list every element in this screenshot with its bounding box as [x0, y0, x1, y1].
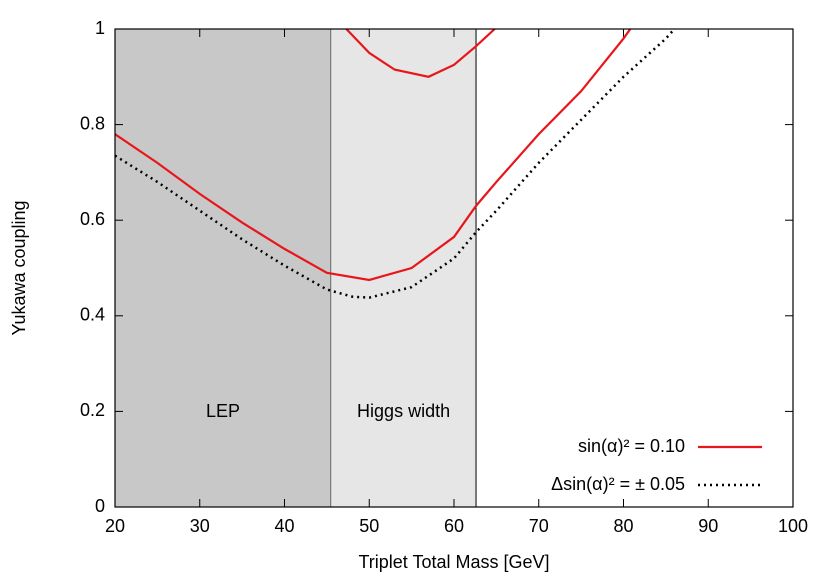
x-tick-label: 30: [190, 516, 210, 536]
y-tick-label: 0.8: [80, 113, 105, 133]
series-line: [115, 29, 676, 299]
x-tick-label: 40: [274, 516, 294, 536]
x-tick-label: 50: [359, 516, 379, 536]
y-axis-label: Yukawa coupling: [9, 200, 29, 335]
region: [115, 29, 332, 507]
y-tick-label: 1: [95, 18, 105, 38]
series-line: [115, 29, 632, 282]
y-tick-label: 0.2: [80, 400, 105, 420]
legend-label: Δsin(α)² = ± 0.05: [551, 474, 685, 494]
x-tick-label: 20: [105, 516, 125, 536]
y-tick-label: 0.6: [80, 209, 105, 229]
x-tick-label: 60: [444, 516, 464, 536]
region-label: Higgs width: [357, 401, 450, 421]
x-axis-label: Triplet Total Mass [GeV]: [358, 552, 549, 572]
x-tick-label: 100: [778, 516, 808, 536]
y-tick-label: 0.4: [80, 305, 105, 325]
x-tick-label: 80: [613, 516, 633, 536]
plot-frame: [114, 28, 794, 508]
region: [331, 29, 477, 507]
legend-label: sin(α)² = 0.10: [578, 436, 685, 456]
x-tick-label: 70: [529, 516, 549, 536]
x-tick-label: 90: [698, 516, 718, 536]
region-label: LEP: [206, 401, 240, 421]
y-tick-label: 0: [95, 496, 105, 516]
